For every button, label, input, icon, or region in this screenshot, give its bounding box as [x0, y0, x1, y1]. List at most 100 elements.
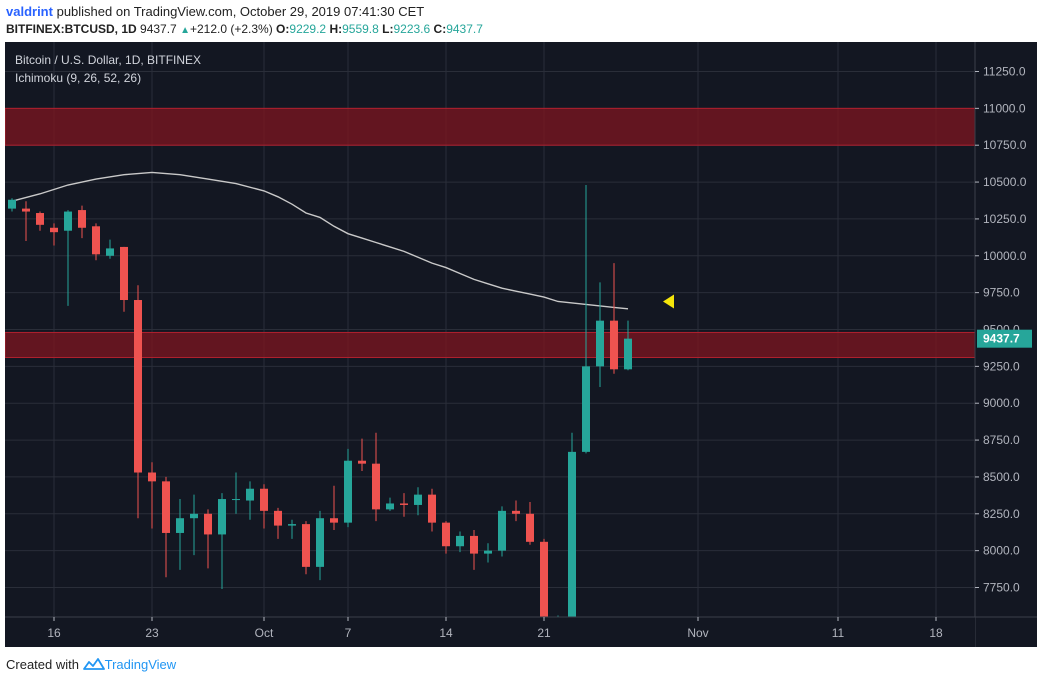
ohlc-bar: BITFINEX:BTCUSD, 1D 9437.7 ▲+212.0 (+2.3…: [6, 22, 483, 36]
candle: [442, 521, 450, 554]
candle: [64, 210, 72, 306]
candle-body: [330, 518, 338, 523]
time-axis: 16 23 Oct 7 14 21 Nov 11 18: [5, 616, 1037, 647]
created-with-text: Created with: [6, 657, 79, 672]
candle: [22, 201, 30, 242]
tradingview-logo-icon: [82, 658, 105, 670]
candle: [582, 185, 590, 454]
candle: [344, 448, 352, 528]
candle-body: [190, 513, 198, 519]
candle-body: [148, 472, 156, 482]
candle-body: [624, 338, 632, 370]
candle: [246, 481, 254, 520]
candle-body: [498, 510, 506, 551]
indicator-label: Ichimoku (9, 26, 52, 26): [15, 71, 141, 85]
candle-body: [176, 518, 184, 533]
candle-body: [344, 460, 352, 523]
candle: [204, 509, 212, 569]
price-label-bg: [977, 329, 1032, 348]
low-value: 9223.6: [393, 22, 431, 36]
candle-body: [92, 226, 100, 255]
candle: [610, 263, 618, 374]
x-tick-label: 21: [537, 626, 551, 640]
y-tick-label: 8000.0: [983, 544, 1020, 558]
candle-body: [316, 518, 324, 567]
y-tick-label: 11250.0: [983, 64, 1026, 78]
time-axis-bg: [5, 617, 975, 647]
candle-body: [470, 535, 478, 554]
last-price: 9437.7: [140, 22, 177, 36]
candle-body: [218, 499, 226, 535]
candle: [470, 530, 478, 570]
candle: [120, 246, 128, 312]
tradingview-link[interactable]: TradingView: [104, 657, 177, 672]
candle-body: [246, 488, 254, 501]
price-axis: 7750.0 8000.0 8250.0 8500.0 8750.0 9000.0 9250…: [974, 42, 1037, 647]
candle-body: [232, 499, 240, 501]
candle-body: [456, 535, 464, 547]
candle-body: [596, 320, 604, 367]
candle-body: [162, 481, 170, 533]
candle: [148, 462, 156, 529]
x-tick-label: 18: [929, 626, 943, 640]
candle: [484, 543, 492, 563]
publish-info: valdrint published on TradingView.com, O…: [6, 4, 424, 19]
candle-body: [36, 213, 44, 225]
candle: [302, 521, 310, 575]
x-tick-label: 7: [345, 626, 352, 640]
candle-body: [442, 522, 450, 547]
y-tick-label: 8250.0: [983, 507, 1020, 521]
candle: [232, 472, 240, 514]
candle: [316, 510, 324, 581]
y-tick-label: 11000.0: [983, 101, 1026, 115]
chart-title: Bitcoin / U.S. Dollar, 1D, BITFINEX: [15, 53, 201, 67]
x-tick-label: Oct: [255, 626, 274, 640]
x-tick-label: 11: [832, 626, 845, 640]
candle: [106, 239, 114, 259]
candle-body: [400, 503, 408, 505]
candle: [624, 320, 632, 371]
candle-body: [540, 541, 548, 617]
candle: [92, 223, 100, 261]
candle: [386, 497, 394, 511]
ichimoku-line: [11, 171, 629, 310]
candle: [274, 507, 282, 539]
candles: [8, 185, 674, 618]
candle-body: [8, 199, 16, 209]
footer: Created with TradingView: [6, 657, 176, 672]
y-tick-label: 8750.0: [983, 433, 1020, 447]
low-label: L:: [382, 22, 394, 36]
candle: [288, 519, 296, 539]
y-tick-label: 10750.0: [983, 138, 1027, 152]
candle: [498, 506, 506, 557]
candle-body: [526, 513, 534, 542]
y-tick-label: 9000.0: [983, 396, 1020, 410]
y-tick-label: 10000.0: [983, 249, 1027, 263]
candle: [540, 538, 548, 617]
candle: [134, 285, 142, 519]
candle: [400, 493, 408, 517]
published-text: published on TradingView.com, October 29…: [56, 4, 425, 19]
x-tick-label: 16: [47, 626, 61, 640]
zones: [5, 107, 976, 359]
candle: [414, 487, 422, 516]
candle: [162, 476, 170, 578]
candle-body: [260, 488, 268, 511]
high-label: H:: [329, 22, 343, 36]
candle: [218, 493, 226, 589]
resistance-zone: [5, 107, 976, 146]
candle-body: [106, 248, 114, 256]
author-name[interactable]: valdrint: [6, 4, 53, 19]
candle: [330, 485, 338, 531]
candle-body: [50, 227, 58, 233]
y-tick-label: 10500.0: [983, 175, 1027, 189]
candle: [456, 531, 464, 553]
candle-body: [484, 550, 492, 554]
candle: [50, 223, 58, 246]
support-zone: [5, 331, 976, 359]
candle: [36, 211, 44, 231]
candle-body: [288, 524, 296, 526]
candle: [358, 438, 366, 472]
price-chart[interactable]: 7750.0 8000.0 8250.0 8500.0 8750.0 9000.0 9250…: [5, 42, 1037, 647]
candle-body: [610, 320, 618, 370]
